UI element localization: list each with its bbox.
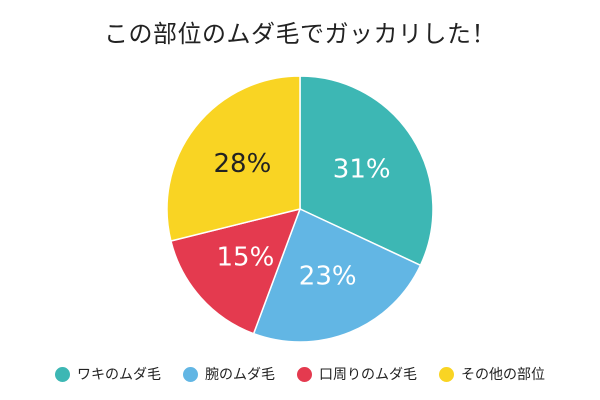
- pie-label-arm: 23%: [299, 262, 357, 292]
- legend-item-arm: 腕のムダ毛: [183, 364, 275, 384]
- pie-label-mouth: 15%: [217, 243, 275, 273]
- legend-swatch-mouth: [297, 366, 312, 382]
- legend-label-arm: 腕のムダ毛: [205, 367, 275, 383]
- legend-label-mouth: 口周りのムダ毛: [319, 367, 417, 383]
- pie-slice-armpit: [299, 75, 434, 267]
- pie-slice-arm: [252, 207, 422, 343]
- pie-label-armpit: 31%: [333, 155, 391, 185]
- pie-slice-mouth: [169, 207, 302, 335]
- legend-swatch-armpit: [55, 366, 70, 382]
- legend: ワキのムダ毛 腕のムダ毛 口周りのムダ毛 その他の部位: [0, 364, 600, 384]
- legend-label-other: その他の部位: [461, 367, 545, 383]
- legend-swatch-other: [439, 366, 454, 382]
- legend-item-armpit: ワキのムダ毛: [55, 364, 161, 384]
- pie-label-other: 28%: [214, 149, 272, 179]
- pie-slice-other: [166, 75, 301, 242]
- legend-item-other: その他の部位: [439, 364, 545, 384]
- legend-item-mouth: 口周りのムダ毛: [297, 364, 417, 384]
- legend-swatch-arm: [183, 366, 198, 382]
- chart-title: この部位のムダ毛でガッカリした！: [104, 20, 496, 48]
- legend-label-armpit: ワキのムダ毛: [77, 367, 161, 383]
